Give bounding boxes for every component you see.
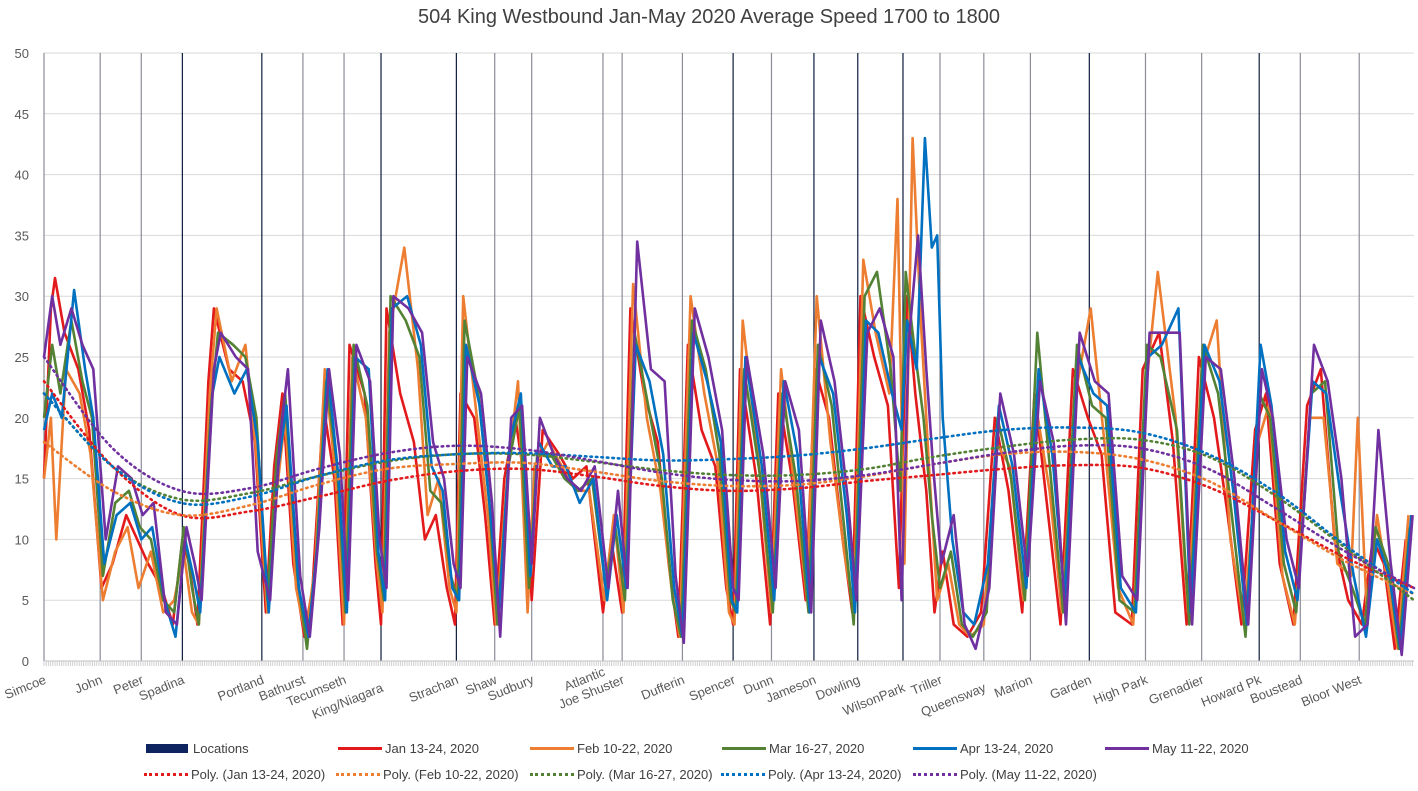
- y-tick-label: 35: [15, 228, 29, 243]
- x-tick-label: Grenadier: [1147, 672, 1207, 708]
- x-tick-label: John: [73, 672, 105, 696]
- y-tick-label: 0: [22, 654, 29, 669]
- legend-label: Mar 16-27, 2020: [769, 741, 865, 756]
- legend-item-poly-feb[interactable]: Poly. (Feb 10-22, 2020): [336, 767, 519, 782]
- x-tick-label: Simcoe: [2, 672, 48, 702]
- chart-title: 504 King Westbound Jan-May 2020 Average …: [418, 6, 1000, 28]
- legend-swatch-line: [722, 747, 766, 750]
- y-tick-label: 45: [15, 107, 29, 122]
- y-tick-label: 10: [15, 532, 29, 547]
- y-tick-label: 30: [15, 289, 29, 304]
- legend-item-jan[interactable]: Jan 13-24, 2020: [338, 741, 479, 756]
- legend-label: Feb 10-22, 2020: [577, 741, 673, 756]
- x-tick-label: Marion: [992, 672, 1034, 701]
- series-line-2: [42, 136, 1410, 651]
- legend-swatch-line: [913, 747, 957, 750]
- x-tick-label: Spencer: [687, 672, 738, 704]
- legend-item-poly-apr[interactable]: Poly. (Apr 13-24, 2020): [721, 767, 901, 782]
- legend-swatch-locations: [146, 744, 188, 753]
- legend-swatch-dotted: [336, 773, 380, 776]
- trendline-3: [42, 392, 1416, 602]
- trendline-group: [42, 355, 1416, 602]
- legend-item-feb[interactable]: Feb 10-22, 2020: [530, 741, 672, 756]
- x-tick-label: High Park: [1091, 672, 1150, 707]
- x-tick-label: Triller: [909, 672, 945, 698]
- legend-label: Jan 13-24, 2020: [385, 741, 479, 756]
- y-axis-ticks: 0 5 10 15 20 25 30 35 40 45 50: [15, 46, 29, 669]
- series-line-5: [42, 234, 1414, 657]
- legend-swatch-dotted: [913, 773, 957, 776]
- y-tick-label: 20: [15, 411, 29, 426]
- trendline-4: [42, 392, 1416, 596]
- trendline-5: [42, 355, 1416, 590]
- x-tick-label: Portland: [215, 672, 266, 704]
- legend-label: Poly. (Mar 16-27, 2020): [577, 767, 713, 782]
- legend-label: Poly. (Apr 13-24, 2020): [768, 767, 902, 782]
- legend-swatch-dotted: [721, 773, 765, 776]
- legend-item-locations[interactable]: Locations: [146, 741, 249, 756]
- x-axis: [43, 660, 1414, 666]
- legend-item-apr[interactable]: Apr 13-24, 2020: [913, 741, 1053, 756]
- legend-swatch-line: [530, 747, 574, 750]
- legend-item-poly-may[interactable]: Poly. (May 11-22, 2020): [913, 767, 1097, 782]
- x-axis-minor-ticks: [43, 661, 1413, 666]
- trendline-1: [42, 380, 1416, 590]
- legend-label: Locations: [193, 741, 249, 756]
- legend-item-may[interactable]: May 11-22, 2020: [1105, 741, 1249, 756]
- legend-label: Poly. (Jan 13-24, 2020): [191, 767, 326, 782]
- x-tick-label: Bloor West: [1299, 672, 1364, 710]
- x-tick-label: Strachan: [407, 672, 461, 705]
- legend-label: Poly. (Feb 10-22, 2020): [383, 767, 519, 782]
- x-tick-label: Dufferin: [639, 672, 687, 703]
- y-tick-label: 25: [15, 350, 29, 365]
- legend-swatch-line: [1105, 747, 1149, 750]
- legend-item-poly-jan[interactable]: Poly. (Jan 13-24, 2020): [144, 767, 325, 782]
- legend-label: Apr 13-24, 2020: [960, 741, 1054, 756]
- trendline-2: [42, 440, 1416, 596]
- legend-item-poly-mar[interactable]: Poly. (Mar 16-27, 2020): [530, 767, 713, 782]
- x-tick-label: Spadina: [137, 672, 188, 704]
- y-tick-label: 15: [15, 472, 29, 487]
- y-tick-label: 40: [15, 168, 29, 183]
- x-tick-label: Garden: [1048, 672, 1094, 702]
- y-tick-label: 50: [15, 46, 29, 61]
- legend-item-mar[interactable]: Mar 16-27, 2020: [722, 741, 864, 756]
- legend-swatch-line: [338, 747, 382, 750]
- series-group: [42, 136, 1414, 657]
- legend-swatch-dotted: [530, 773, 574, 776]
- y-tick-label: 5: [22, 593, 29, 608]
- legend-label: Poly. (May 11-22, 2020): [960, 767, 1097, 782]
- legend-swatch-dotted: [144, 773, 188, 776]
- legend-label: May 11-22, 2020: [1152, 741, 1249, 756]
